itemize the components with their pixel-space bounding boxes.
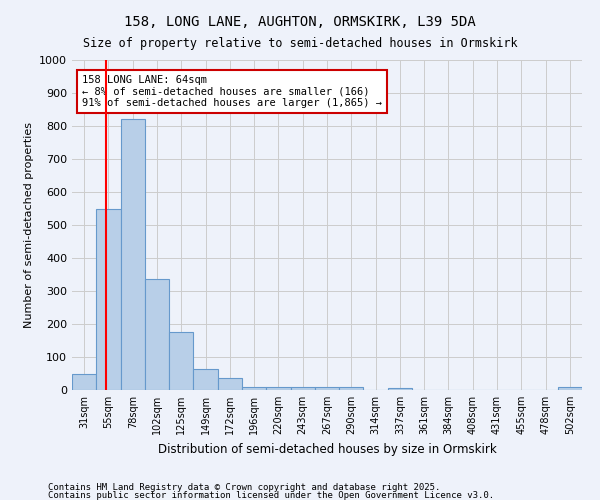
Bar: [145, 280, 169, 390]
Bar: [315, 386, 339, 390]
Bar: [193, 368, 218, 390]
Bar: [218, 378, 242, 390]
Y-axis label: Number of semi-detached properties: Number of semi-detached properties: [23, 122, 34, 328]
X-axis label: Distribution of semi-detached houses by size in Ormskirk: Distribution of semi-detached houses by …: [158, 442, 496, 456]
Text: 158 LONG LANE: 64sqm
← 8% of semi-detached houses are smaller (166)
91% of semi-: 158 LONG LANE: 64sqm ← 8% of semi-detach…: [82, 75, 382, 108]
Bar: [121, 120, 145, 390]
Bar: [72, 374, 96, 390]
Bar: [96, 208, 121, 390]
Bar: [266, 386, 290, 390]
Bar: [242, 386, 266, 390]
Bar: [169, 332, 193, 390]
Bar: [388, 388, 412, 390]
Text: Contains public sector information licensed under the Open Government Licence v3: Contains public sector information licen…: [48, 490, 494, 500]
Text: Size of property relative to semi-detached houses in Ormskirk: Size of property relative to semi-detach…: [83, 38, 517, 51]
Text: Contains HM Land Registry data © Crown copyright and database right 2025.: Contains HM Land Registry data © Crown c…: [48, 483, 440, 492]
Bar: [339, 386, 364, 390]
Bar: [290, 386, 315, 390]
Bar: [558, 386, 582, 390]
Text: 158, LONG LANE, AUGHTON, ORMSKIRK, L39 5DA: 158, LONG LANE, AUGHTON, ORMSKIRK, L39 5…: [124, 15, 476, 29]
